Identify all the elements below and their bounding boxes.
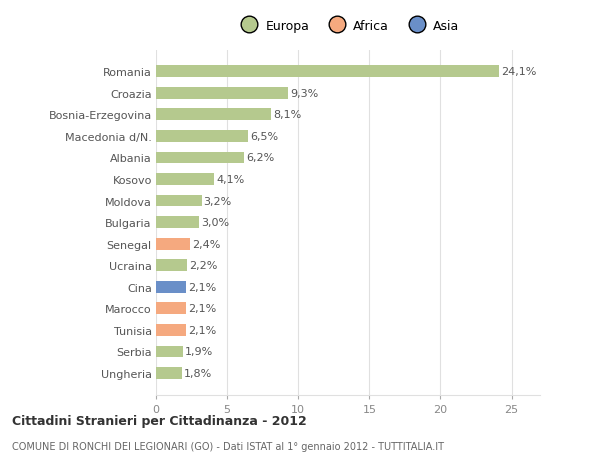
Text: 4,1%: 4,1% bbox=[217, 174, 245, 185]
Text: 6,5%: 6,5% bbox=[251, 132, 279, 141]
Text: Cittadini Stranieri per Cittadinanza - 2012: Cittadini Stranieri per Cittadinanza - 2… bbox=[12, 414, 307, 428]
Bar bbox=[156, 238, 190, 250]
Text: 9,3%: 9,3% bbox=[290, 89, 319, 99]
Text: 24,1%: 24,1% bbox=[501, 67, 536, 77]
Bar bbox=[156, 281, 186, 293]
Text: 3,2%: 3,2% bbox=[203, 196, 232, 206]
Text: 6,2%: 6,2% bbox=[247, 153, 275, 163]
Bar bbox=[156, 346, 183, 358]
Text: 8,1%: 8,1% bbox=[274, 110, 302, 120]
Bar bbox=[156, 66, 499, 78]
Bar bbox=[156, 152, 244, 164]
Bar bbox=[156, 195, 202, 207]
Text: 1,8%: 1,8% bbox=[184, 368, 212, 378]
Text: 2,1%: 2,1% bbox=[188, 325, 216, 335]
Bar bbox=[156, 260, 187, 272]
Bar bbox=[156, 174, 214, 185]
Text: 2,4%: 2,4% bbox=[192, 239, 221, 249]
Text: COMUNE DI RONCHI DEI LEGIONARI (GO) - Dati ISTAT al 1° gennaio 2012 - TUTTITALIA: COMUNE DI RONCHI DEI LEGIONARI (GO) - Da… bbox=[12, 441, 444, 451]
Bar bbox=[156, 88, 288, 100]
Bar bbox=[156, 109, 271, 121]
Text: 2,1%: 2,1% bbox=[188, 304, 216, 313]
Text: 2,1%: 2,1% bbox=[188, 282, 216, 292]
Legend: Europa, Africa, Asia: Europa, Africa, Asia bbox=[235, 17, 461, 35]
Text: 3,0%: 3,0% bbox=[201, 218, 229, 228]
Bar bbox=[156, 324, 186, 336]
Text: 2,2%: 2,2% bbox=[190, 261, 218, 271]
Bar bbox=[156, 131, 248, 142]
Bar bbox=[156, 303, 186, 314]
Text: 1,9%: 1,9% bbox=[185, 347, 214, 357]
Bar bbox=[156, 367, 182, 379]
Bar bbox=[156, 217, 199, 229]
